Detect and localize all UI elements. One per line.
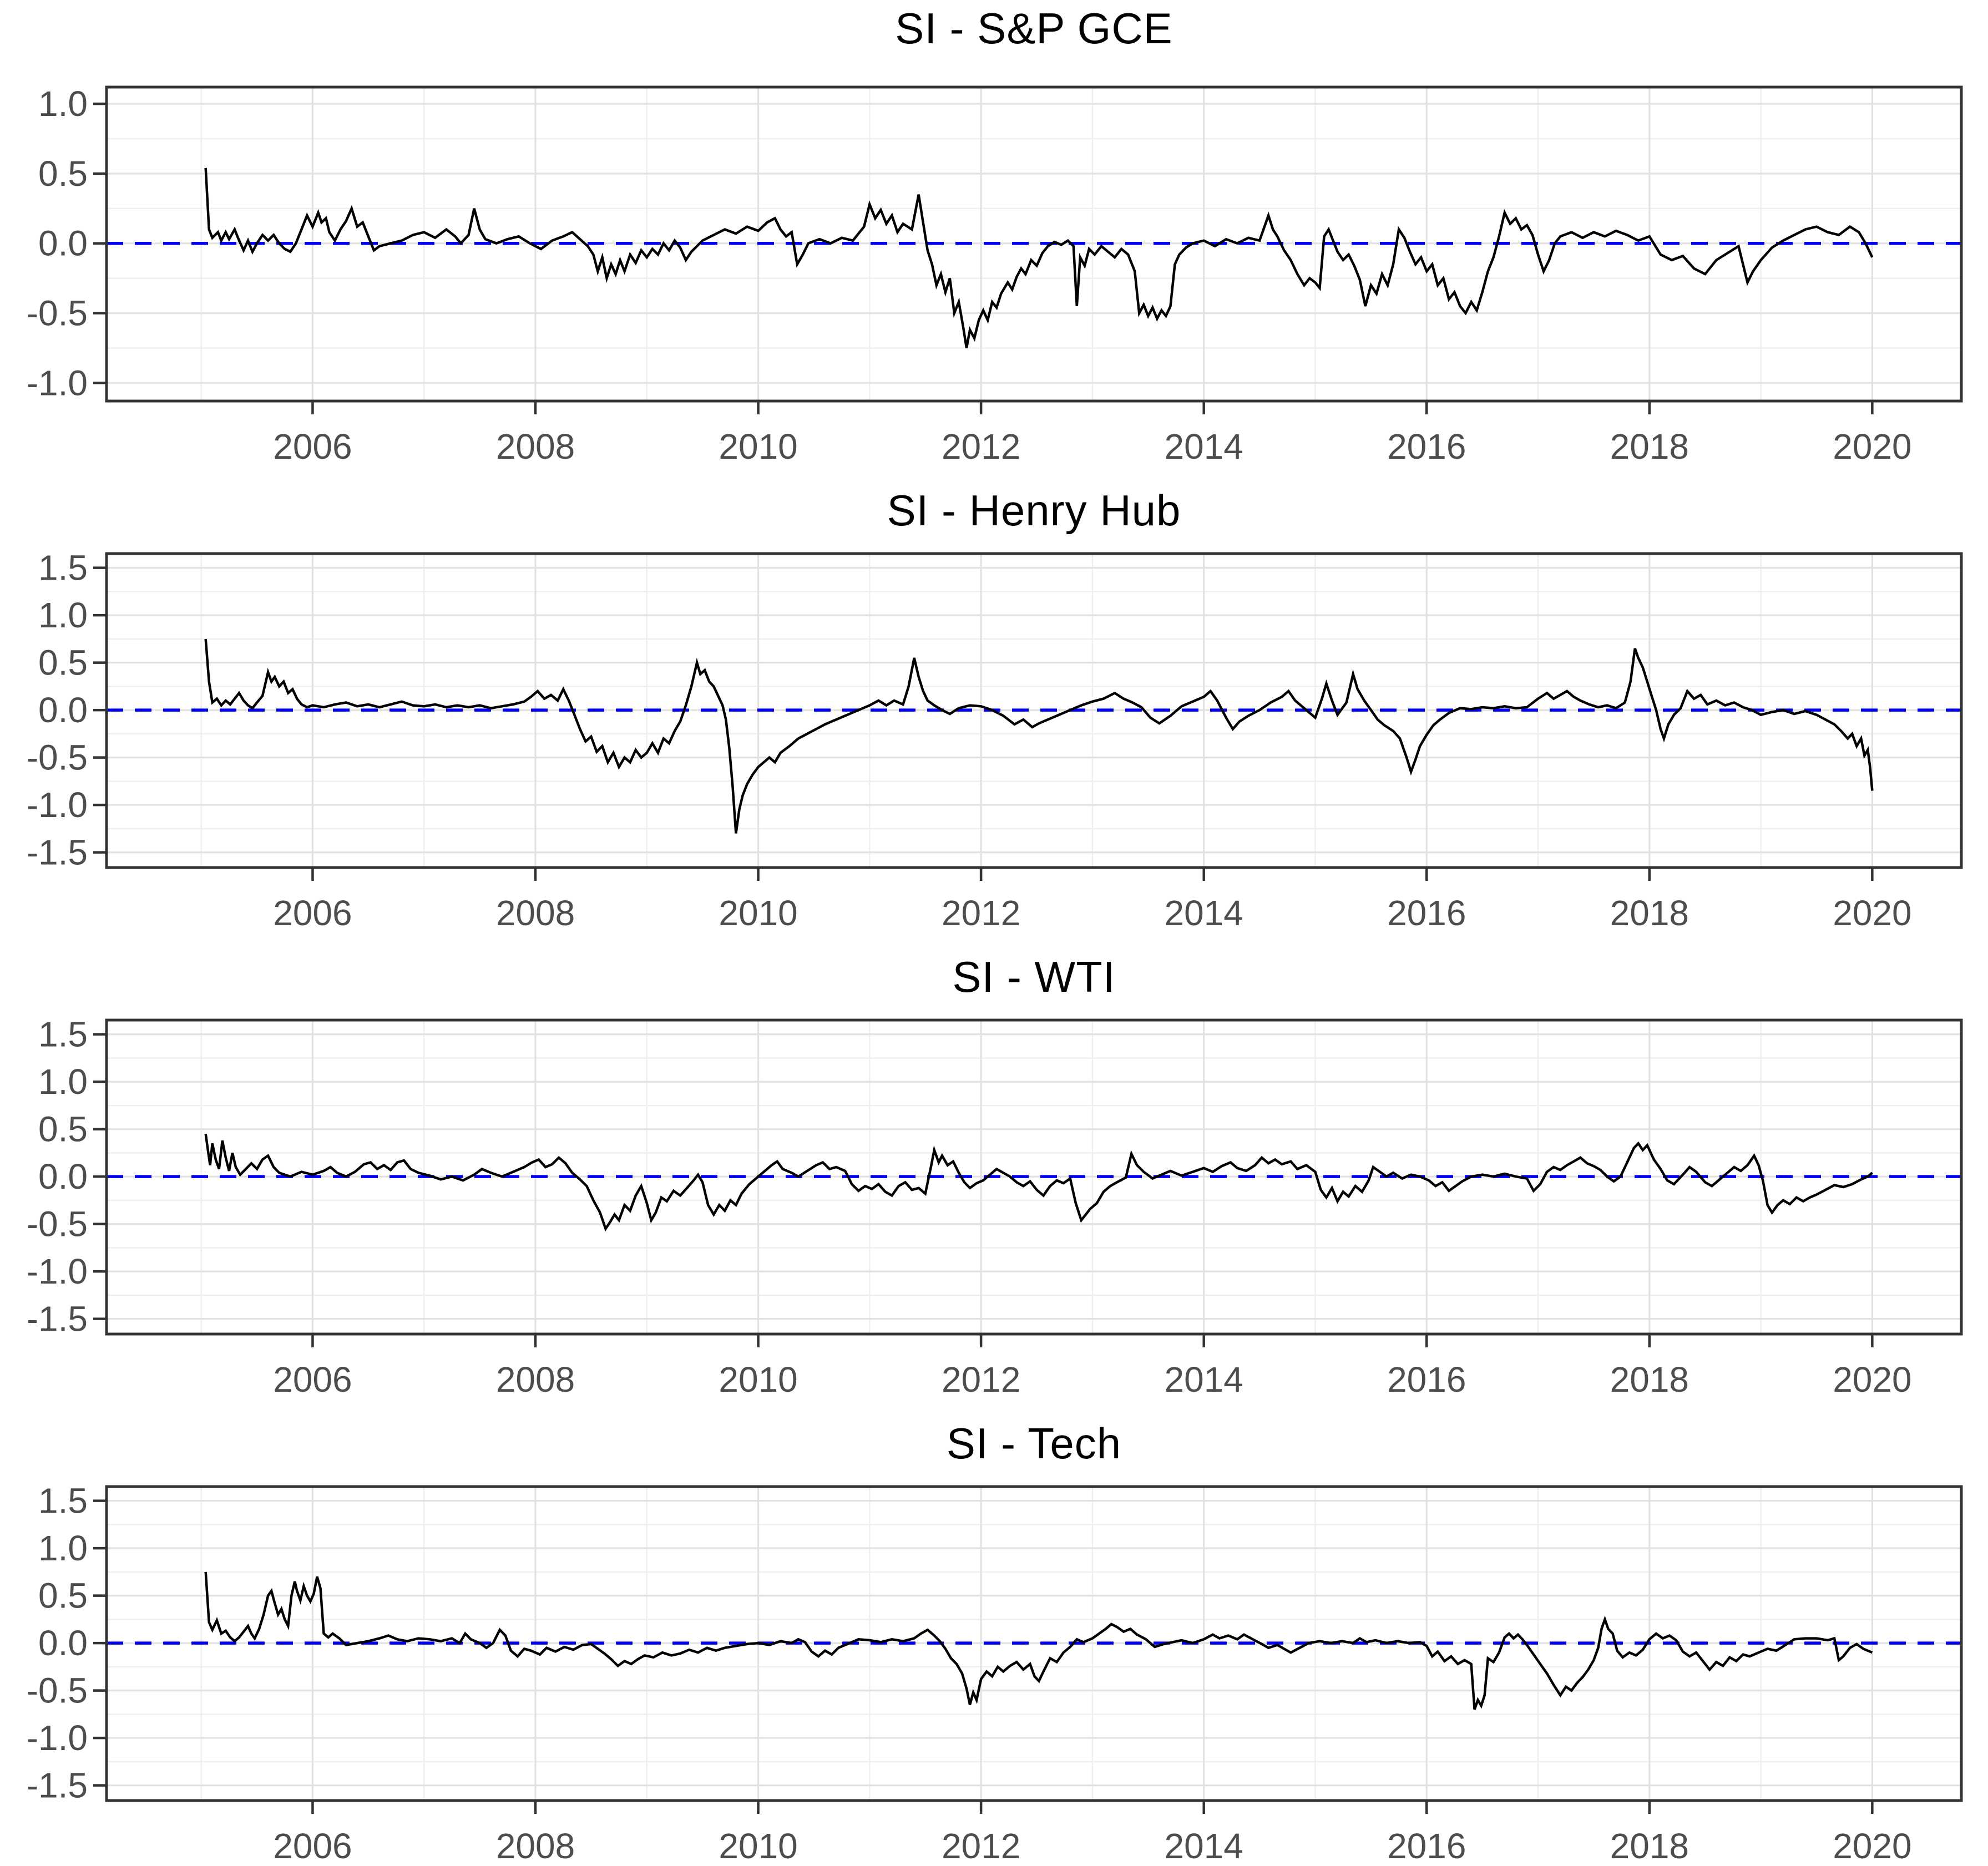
svg-text:-0.5: -0.5 bbox=[27, 293, 88, 333]
plot-area: -1.5 -1.0 -0.5 0.0 0.5 1.0 1.5 2006 2008 2010 2012… bbox=[27, 1015, 1963, 1400]
panel-title: SI - Henry Hub bbox=[887, 486, 1181, 535]
svg-text:2020: 2020 bbox=[1833, 1360, 1911, 1400]
svg-text:-1.5: -1.5 bbox=[27, 1299, 88, 1339]
svg-text:0.0: 0.0 bbox=[38, 224, 88, 263]
svg-text:2006: 2006 bbox=[273, 427, 352, 466]
panel-title: SI - Tech bbox=[946, 1419, 1122, 1468]
svg-text:2010: 2010 bbox=[719, 427, 797, 466]
svg-text:1.5: 1.5 bbox=[38, 1015, 88, 1054]
svg-text:-1.0: -1.0 bbox=[27, 1251, 88, 1291]
svg-text:1.0: 1.0 bbox=[38, 1062, 88, 1102]
svg-text:2010: 2010 bbox=[719, 893, 797, 933]
svg-text:1.5: 1.5 bbox=[38, 1481, 88, 1521]
svg-text:0.5: 0.5 bbox=[38, 1109, 88, 1149]
svg-text:2008: 2008 bbox=[496, 1826, 575, 1866]
svg-text:2014: 2014 bbox=[1165, 1360, 1243, 1400]
svg-text:2018: 2018 bbox=[1610, 1360, 1689, 1400]
svg-text:2012: 2012 bbox=[942, 893, 1020, 933]
svg-text:2008: 2008 bbox=[496, 427, 575, 466]
svg-text:0.0: 0.0 bbox=[38, 1157, 88, 1196]
svg-text:1.0: 1.0 bbox=[38, 1528, 88, 1568]
panel-title: SI - S&P GCE bbox=[895, 4, 1173, 53]
svg-text:2014: 2014 bbox=[1165, 893, 1243, 933]
svg-text:2006: 2006 bbox=[273, 1826, 352, 1866]
svg-text:2006: 2006 bbox=[273, 1360, 352, 1400]
svg-text:-0.5: -0.5 bbox=[27, 1204, 88, 1244]
svg-text:2012: 2012 bbox=[942, 1826, 1020, 1866]
svg-text:2018: 2018 bbox=[1610, 893, 1689, 933]
svg-text:2016: 2016 bbox=[1387, 893, 1466, 933]
svg-text:1.0: 1.0 bbox=[38, 84, 88, 124]
svg-text:2010: 2010 bbox=[719, 1360, 797, 1400]
svg-text:0.0: 0.0 bbox=[38, 690, 88, 730]
svg-text:-0.5: -0.5 bbox=[27, 1671, 88, 1711]
svg-text:2012: 2012 bbox=[942, 1360, 1020, 1400]
svg-text:-1.0: -1.0 bbox=[27, 363, 88, 403]
svg-text:2016: 2016 bbox=[1387, 1360, 1466, 1400]
svg-text:2012: 2012 bbox=[942, 427, 1020, 466]
svg-text:2016: 2016 bbox=[1387, 427, 1466, 466]
svg-text:2006: 2006 bbox=[273, 893, 352, 933]
svg-text:-1.5: -1.5 bbox=[27, 833, 88, 873]
chart-panel-sp-gce: SI - S&P GCE -1.0 -0.5 0.0 0.5 1.0 2006 2008 20… bbox=[0, 0, 1988, 466]
svg-text:0.5: 0.5 bbox=[38, 154, 88, 194]
plot-area: -1.0 -0.5 0.0 0.5 1.0 2006 2008 2010 2012 2014 201… bbox=[27, 84, 1963, 466]
svg-text:-0.5: -0.5 bbox=[27, 738, 88, 778]
svg-text:-1.5: -1.5 bbox=[27, 1766, 88, 1806]
svg-text:2018: 2018 bbox=[1610, 427, 1689, 466]
svg-text:2016: 2016 bbox=[1387, 1826, 1466, 1866]
svg-text:2014: 2014 bbox=[1165, 1826, 1243, 1866]
svg-text:1.0: 1.0 bbox=[38, 595, 88, 635]
chart-panel-wti: SI - WTI -1.5 -1.0 -0.5 0.0 0.5 1.0 1.5 2006 200… bbox=[0, 933, 1988, 1400]
svg-text:2020: 2020 bbox=[1833, 427, 1911, 466]
plot-area: -1.5 -1.0 -0.5 0.0 0.5 1.0 1.5 2006 2008 2010 2012… bbox=[27, 548, 1963, 933]
svg-text:2008: 2008 bbox=[496, 893, 575, 933]
svg-text:2020: 2020 bbox=[1833, 1826, 1911, 1866]
svg-text:0.0: 0.0 bbox=[38, 1623, 88, 1663]
svg-text:1.5: 1.5 bbox=[38, 548, 88, 588]
svg-text:-1.0: -1.0 bbox=[27, 1718, 88, 1758]
chart-panel-tech: SI - Tech -1.5 -1.0 -0.5 0.0 0.5 1.0 1.5 2006 20… bbox=[0, 1400, 1988, 1866]
svg-text:2018: 2018 bbox=[1610, 1826, 1689, 1866]
svg-text:0.5: 0.5 bbox=[38, 1576, 88, 1616]
plot-area: -1.5 -1.0 -0.5 0.0 0.5 1.0 1.5 2006 2008 2010 2012… bbox=[27, 1481, 1963, 1866]
svg-text:2008: 2008 bbox=[496, 1360, 575, 1400]
svg-text:2010: 2010 bbox=[719, 1826, 797, 1866]
chart-panel-henry-hub: SI - Henry Hub -1.5 -1.0 -0.5 0.0 0.5 1.0 1.5 2… bbox=[0, 466, 1988, 933]
panel-title: SI - WTI bbox=[952, 952, 1116, 1001]
svg-text:2020: 2020 bbox=[1833, 893, 1911, 933]
svg-text:-1.0: -1.0 bbox=[27, 785, 88, 825]
svg-text:2014: 2014 bbox=[1165, 427, 1243, 466]
svg-text:0.5: 0.5 bbox=[38, 643, 88, 683]
